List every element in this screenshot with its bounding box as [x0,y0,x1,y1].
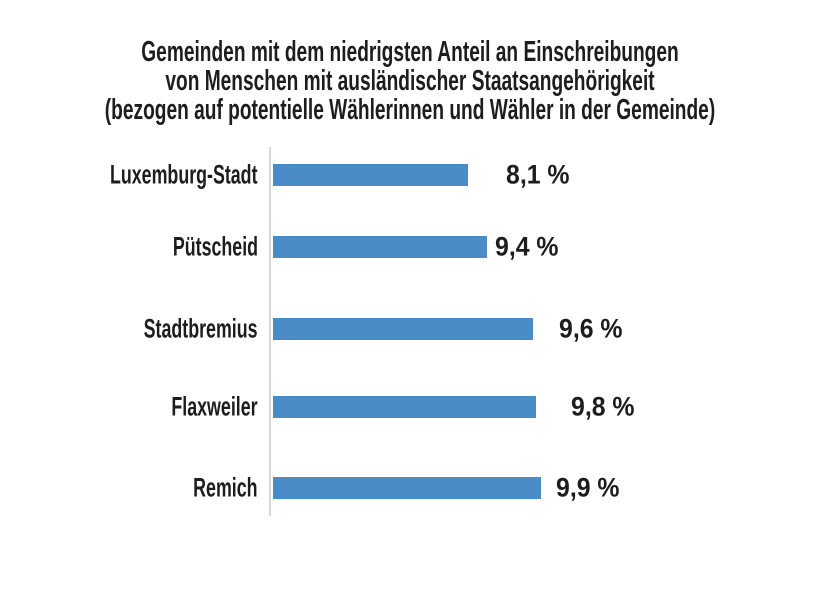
chart-row-puetscheid: Pütscheid 9,4 % [0,232,820,262]
chart-title-line-1: Gemeinden mit dem niedrigsten Anteil an … [0,38,820,67]
value-bar [273,236,487,258]
value-bar [273,318,533,340]
chart-row-remich: Remich 9,9 % [0,473,820,503]
chart-row-stadtbremius: Stadtbremius 9,6 % [0,314,820,344]
chart-title: Gemeinden mit dem niedrigsten Anteil an … [0,38,820,125]
value-label-text: 9,4 % [495,231,559,262]
chart-row-luxemburg-stadt: Luxemburg-Stadt 8,1 % [0,160,820,190]
value-label-text: 9,8 % [571,391,635,422]
category-label-text: Luxemburg-Stadt [110,159,258,190]
category-label-text: Flaxweiler [171,391,258,422]
value-label-text: 9,9 % [556,472,620,503]
category-label-text: Pütscheid [172,231,258,262]
chart-title-line-2: von Menschen mit ausländischer Staatsang… [0,67,820,96]
value-bar [273,477,541,499]
chart-title-line-3: (bezogen auf potentielle Wählerinnen und… [0,96,820,125]
y-axis-line [269,147,271,516]
value-bar [273,396,536,418]
value-label-text: 8,1 % [506,159,570,190]
chart-title-line-1-text: Gemeinden mit dem niedrigsten Anteil an … [141,36,679,68]
category-label-text: Stadtbremius [144,313,258,344]
chart-row-flaxweiler: Flaxweiler 9,8 % [0,392,820,422]
chart-title-line-3-text: (bezogen auf potentielle Wählerinnen und… [104,94,716,126]
category-label-text: Remich [193,472,258,503]
value-label-text: 9,6 % [559,313,623,344]
chart-title-line-2-text: von Menschen mit ausländischer Staatsang… [165,65,655,97]
value-bar [273,164,468,186]
